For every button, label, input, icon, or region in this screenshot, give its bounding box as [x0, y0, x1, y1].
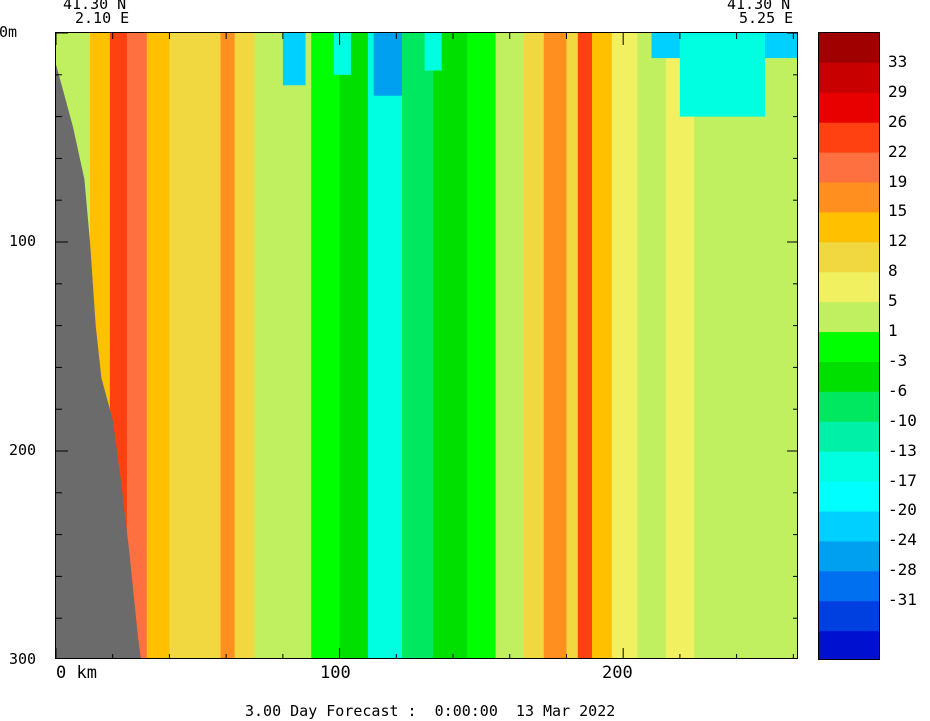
colorbar-swatch — [819, 92, 879, 124]
heatmap-band — [339, 33, 369, 658]
heatmap-band — [591, 33, 613, 658]
colorbar-label: 1 — [888, 321, 898, 341]
heatmap-band — [611, 33, 638, 658]
colorbar-swatch — [819, 511, 879, 542]
y-tick-label: 100 — [9, 232, 37, 250]
colorbar-swatch — [819, 332, 879, 363]
x-tick-label: 200 — [602, 663, 633, 683]
heatmap-band — [234, 33, 256, 658]
x-tick-label: 0 km — [56, 663, 97, 683]
colorbar-label: -13 — [888, 440, 917, 460]
colorbar-swatch — [819, 62, 879, 94]
colorbar-swatch — [819, 481, 879, 512]
colorbar-swatch — [819, 391, 879, 423]
colorbar-swatch — [819, 242, 879, 273]
colorbar — [818, 32, 880, 660]
right-longitude-label: 5.25 E — [739, 9, 794, 27]
heatmap-band — [367, 33, 403, 658]
section-heatmap — [56, 33, 797, 658]
colorbar-label: 8 — [888, 261, 898, 281]
colorbar-label: 15 — [888, 201, 908, 221]
heatmap-band — [495, 33, 525, 658]
heatmap-band — [665, 33, 695, 658]
x-tick-label: 100 — [320, 663, 351, 683]
surface-feature — [333, 33, 351, 75]
colorbar-swatch — [819, 601, 879, 632]
colorbar-label: 19 — [888, 171, 908, 191]
left-latitude-label: 41.30 N — [63, 0, 127, 13]
colorbar-swatch — [819, 541, 879, 572]
heatmap-band — [433, 33, 468, 658]
colorbar-swatch — [819, 451, 879, 483]
right-latitude-label: 41.30 N — [727, 0, 791, 13]
surface-feature — [679, 33, 765, 117]
colorbar-label: -31 — [888, 590, 917, 610]
heatmap-band — [736, 33, 772, 658]
heatmap-band — [169, 33, 204, 658]
heatmap-band — [220, 33, 236, 658]
land-mask — [56, 33, 141, 658]
colorbar-label: 22 — [888, 141, 908, 161]
heatmap-band — [311, 33, 341, 658]
surface-feature — [424, 33, 442, 71]
colorbar-swatch — [819, 212, 879, 243]
colorbar-label: 33 — [888, 51, 908, 71]
left-longitude-label: 2.10 E — [75, 9, 130, 27]
forecast-caption: 3.00 Day Forecast : 0:00:00 13 Mar 2022 — [245, 702, 616, 720]
colorbar-swatch — [819, 272, 879, 303]
y-tick-label: 200 — [9, 441, 37, 459]
colorbar-swatch — [819, 421, 879, 453]
heatmap-band — [543, 33, 567, 658]
heatmap-band — [282, 33, 312, 658]
heatmap-band — [566, 33, 579, 658]
colorbar-label: 12 — [888, 231, 908, 251]
section-plot-area — [55, 32, 798, 659]
colorbar-label: -24 — [888, 530, 917, 550]
colorbar-swatch — [819, 33, 879, 64]
colorbar-label: -10 — [888, 410, 917, 430]
colorbar-label: 5 — [888, 291, 898, 311]
colorbar-swatch — [819, 302, 879, 333]
heatmap-band — [523, 33, 545, 658]
colorbar-swatch — [819, 152, 879, 184]
y-tick-label: 0m — [0, 23, 18, 41]
heatmap-band — [694, 33, 738, 658]
colorbar-swatch — [819, 631, 879, 659]
heatmap-band — [203, 33, 221, 658]
surface-feature — [373, 33, 402, 96]
colorbar-label: 26 — [888, 111, 908, 131]
heatmap-band — [126, 33, 148, 658]
surface-feature — [282, 33, 306, 86]
colorbar-swatch — [819, 122, 879, 154]
colorbar-label: -17 — [888, 470, 917, 490]
colorbar-swatch — [819, 571, 879, 602]
colorbar-label: -3 — [888, 350, 908, 370]
colorbar-swatch — [819, 361, 879, 393]
heatmap-band — [637, 33, 667, 658]
heatmap-band — [577, 33, 593, 658]
colorbar-label: -6 — [888, 380, 908, 400]
heatmap-band — [401, 33, 434, 658]
colorbar-swatch — [819, 182, 879, 213]
colorbar-label: -28 — [888, 560, 917, 580]
heatmap-band — [254, 33, 284, 658]
y-tick-label: 300 — [9, 650, 37, 668]
colorbar-label: 29 — [888, 81, 908, 101]
heatmap-band — [146, 33, 170, 658]
colorbar-label: -20 — [888, 500, 917, 520]
heatmap-band — [467, 33, 497, 658]
heatmap-band — [770, 33, 797, 658]
